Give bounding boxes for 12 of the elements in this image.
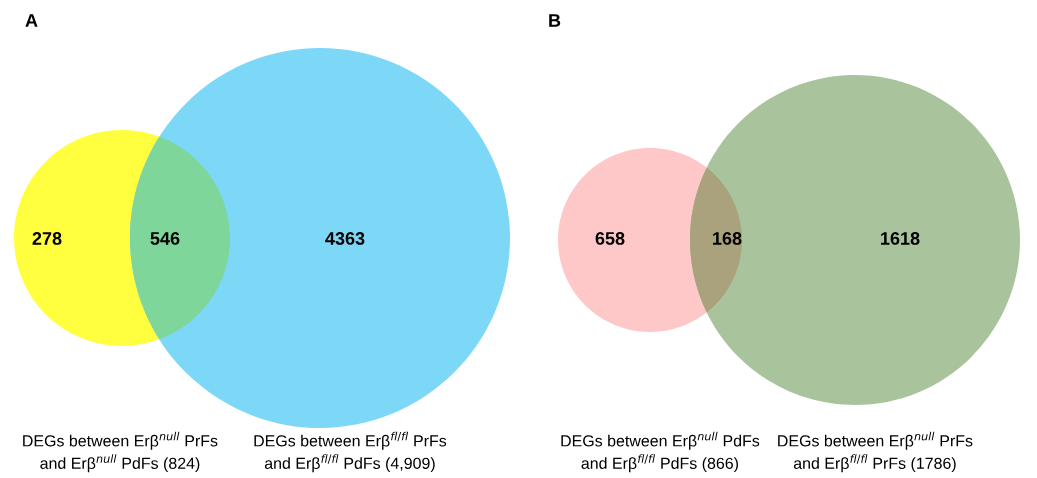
data-label: 658 xyxy=(595,232,625,245)
data-label: 1618 xyxy=(881,232,920,245)
text: B xyxy=(549,14,561,27)
data-label: 546 xyxy=(150,232,180,245)
text: DEGs between Erβ$^{fl/fl}$ PrFs and Erβ$^{fl/fl}$ PdFs (4,909) xyxy=(254,431,447,473)
data-label: 278 xyxy=(32,232,62,245)
text: DEGs between Erβ$^{null}$ PrFs and Erβ$^{null}$ PdFs (824) xyxy=(23,431,218,473)
text: A xyxy=(25,14,38,27)
text: DEGs between Erβ$^{null}$ PdFs and Erβ$^{fl/fl}$ PdFs (866) xyxy=(561,431,760,473)
text: DEGs between Erβ$^{null}$ PrFs and Erβ$^{fl/fl}$ PrFs (1786) xyxy=(778,431,973,473)
data-label: 4363 xyxy=(325,232,365,245)
data-label: 168 xyxy=(713,232,742,245)
